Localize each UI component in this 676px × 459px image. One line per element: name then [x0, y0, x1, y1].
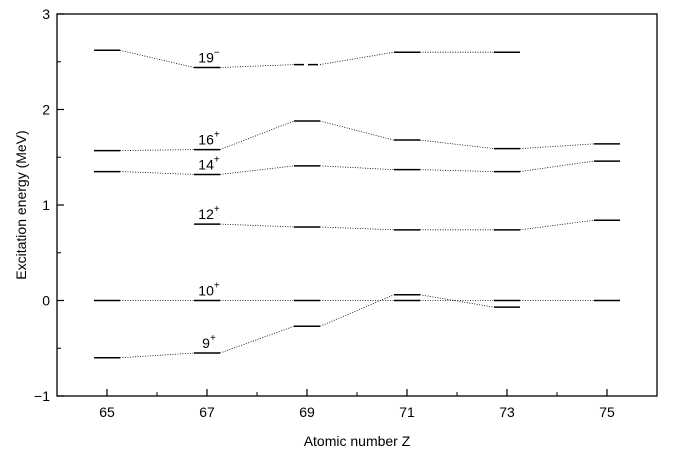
axes-group: 65 67 69 71 73 75 −1 0 1 2 3: [34, 6, 658, 420]
level-connector: [419, 294, 495, 308]
level-connector: [519, 160, 595, 172]
y-tick-label: 3: [42, 6, 50, 22]
level-connector: [219, 64, 295, 68]
level-connector: [319, 120, 395, 141]
level-series: 14+: [94, 154, 620, 176]
level-connector: [119, 49, 195, 68]
x-tick-label: 71: [399, 404, 415, 420]
level-series-group: 19− 16+ 14+ 12+ 10+ 9+: [94, 47, 620, 359]
level-connector: [119, 171, 195, 175]
x-tick-label: 65: [99, 404, 115, 420]
level-label: 12+: [198, 204, 220, 222]
level-connector: [119, 352, 195, 359]
level-connector: [219, 325, 295, 354]
y-axis-label: Excitation energy (MeV): [13, 130, 29, 279]
level-connector: [219, 223, 295, 228]
level-series: 12+: [194, 204, 620, 231]
level-connector: [519, 219, 595, 231]
level-series: 19−: [94, 47, 520, 69]
y-tick-label: 1: [42, 197, 50, 213]
plot-frame: [56, 13, 658, 397]
level-series: 9+: [94, 294, 520, 359]
level-connector: [219, 120, 295, 150]
level-series: 16+: [94, 120, 620, 152]
y-tick-label: 2: [42, 102, 50, 118]
level-connector: [119, 149, 195, 151]
level-label: 9+: [202, 333, 216, 351]
level-connector: [419, 169, 495, 172]
level-label: 16+: [198, 130, 220, 148]
x-tick-label: 69: [299, 404, 315, 420]
x-tick-label: 67: [199, 404, 215, 420]
level-label: 19−: [198, 47, 220, 65]
y-tick-label: −1: [34, 388, 50, 404]
level-label: 14+: [198, 154, 220, 172]
level-connector: [319, 294, 395, 327]
level-connector: [319, 165, 395, 171]
level-series: 10+: [94, 281, 620, 302]
level-label: 10+: [198, 281, 220, 299]
level-connector: [319, 226, 395, 231]
x-tick-label: 75: [599, 404, 615, 420]
y-tick-label: 0: [42, 293, 50, 309]
level-connector: [519, 143, 595, 150]
level-connector: [319, 51, 395, 66]
x-tick-label: 73: [499, 404, 515, 420]
x-axis-label: Atomic number Z: [304, 433, 411, 449]
level-connector: [419, 139, 495, 150]
level-connector: [219, 165, 295, 175]
